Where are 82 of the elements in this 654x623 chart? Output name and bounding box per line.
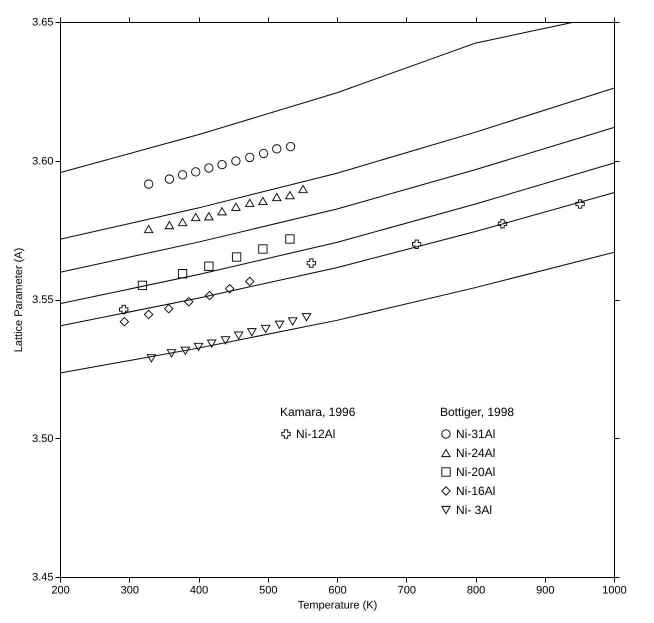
point — [138, 280, 148, 290]
point — [272, 144, 282, 154]
line-series — [60, 126, 614, 273]
point — [234, 332, 244, 340]
x-tick-label: 800 — [466, 584, 486, 596]
point — [285, 234, 295, 244]
point — [272, 193, 282, 202]
point — [207, 340, 216, 348]
point — [575, 199, 585, 209]
x-tick-label: 200 — [51, 584, 70, 596]
line-series — [60, 88, 614, 240]
point — [120, 317, 130, 326]
point — [412, 240, 422, 249]
y-axis-title: Lattice Parameter (A) — [13, 248, 26, 352]
point — [232, 252, 242, 262]
x-tick-label: 900 — [536, 584, 554, 596]
point — [164, 304, 174, 314]
point — [144, 310, 154, 320]
point — [231, 156, 241, 166]
point — [245, 152, 254, 162]
y-tick-label: 3.55 — [32, 294, 54, 306]
point — [274, 320, 284, 329]
point — [204, 212, 214, 220]
point — [245, 198, 254, 208]
point — [217, 207, 227, 216]
point — [225, 284, 234, 294]
point — [302, 313, 312, 322]
point — [178, 218, 188, 226]
point — [306, 258, 316, 268]
line-series — [60, 252, 614, 374]
point — [178, 170, 188, 180]
point — [164, 174, 174, 184]
legend-label: Ni-16Al — [456, 484, 496, 498]
x-tick-label: 700 — [398, 584, 416, 596]
y-tick-label: 3.45 — [32, 572, 54, 584]
point — [247, 328, 256, 336]
point — [144, 224, 154, 234]
x-axis-title: Temperature (K) — [298, 600, 378, 612]
point — [298, 184, 308, 194]
point — [220, 336, 230, 344]
point — [258, 244, 268, 254]
point — [245, 276, 254, 286]
y-tick-label: 3.50 — [32, 432, 54, 445]
x-tick-label: 400 — [190, 584, 208, 596]
point — [180, 346, 190, 355]
point — [217, 160, 227, 170]
legend-label: Ni-12Al — [296, 427, 336, 441]
x-tick-label: 1000 — [602, 584, 627, 596]
point — [144, 179, 154, 189]
x-tick-label: 300 — [120, 584, 139, 596]
point — [288, 317, 298, 326]
legend-label: Ni-31Al — [456, 427, 496, 441]
point — [231, 202, 241, 211]
point — [191, 213, 200, 222]
point — [194, 342, 204, 352]
point — [166, 349, 176, 358]
y-tick-label: 3.60 — [32, 155, 54, 168]
point — [204, 262, 214, 271]
y-tick-label: 3.65 — [32, 16, 54, 28]
point — [258, 148, 268, 158]
point — [204, 290, 214, 300]
point — [204, 163, 214, 173]
legend-label: Ni-20Al — [456, 465, 496, 479]
line-series — [60, 22, 576, 174]
point — [119, 304, 128, 314]
point — [178, 269, 188, 278]
annotation: Bottiger, 1998 — [440, 405, 514, 419]
point — [258, 196, 268, 206]
x-tick-label: 600 — [328, 584, 347, 596]
line-series — [60, 192, 614, 326]
point — [164, 221, 174, 230]
point — [498, 219, 508, 228]
legend-label: Ni-24Al — [456, 446, 496, 460]
point — [191, 167, 200, 176]
annotation: Kamara, 1996 — [280, 405, 356, 419]
point — [261, 324, 270, 333]
legend-label: Ni- 3Al — [456, 503, 492, 517]
point — [146, 354, 156, 362]
x-tick-label: 500 — [259, 584, 278, 596]
point — [285, 191, 295, 200]
point — [286, 142, 296, 152]
point — [184, 297, 194, 306]
